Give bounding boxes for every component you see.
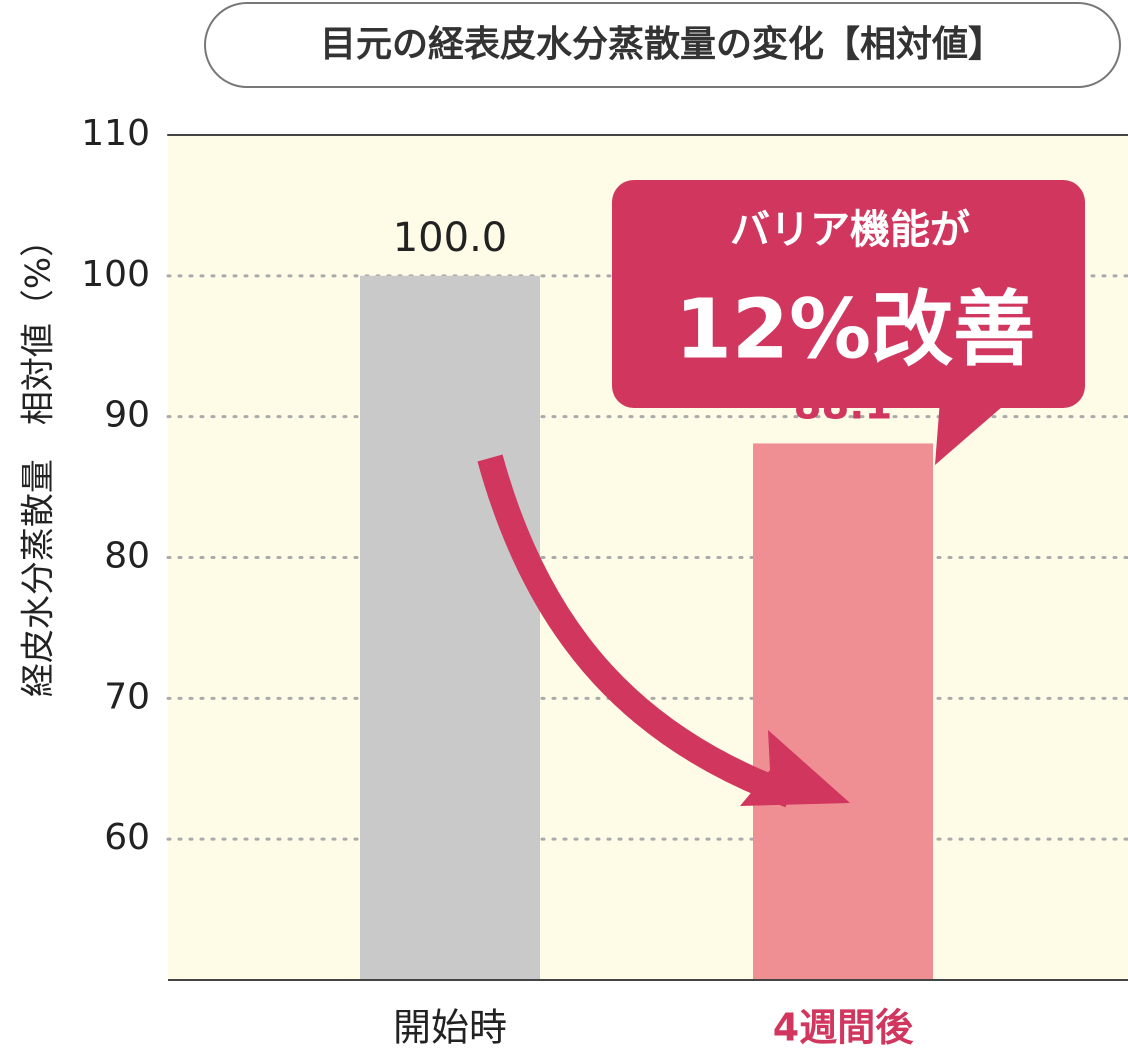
y-axis-label: 経皮水分蒸散量 相対値（%） [19, 223, 59, 697]
y-tick-label: 60 [104, 817, 150, 858]
x-tick-label: 4週間後 [773, 1006, 914, 1050]
y-tick-label: 80 [104, 536, 150, 577]
title-box [204, 2, 1121, 88]
y-tick-label: 70 [104, 676, 150, 717]
value-label: 100.0 [393, 215, 508, 261]
y-tick-label: 100 [81, 254, 150, 295]
x-tick-label: 開始時 [393, 1006, 507, 1050]
y-tick-label: 110 [81, 113, 150, 154]
arrow-head [740, 730, 850, 806]
trend-arrow [477, 454, 795, 808]
bar [753, 443, 933, 980]
y-tick-label: 90 [104, 395, 150, 436]
callout-box [612, 180, 1085, 408]
bar [360, 275, 540, 980]
callout-highlight: 12%改善 [675, 282, 1035, 377]
callout-text: バリア機能が [730, 207, 970, 253]
callout-tail [935, 400, 1010, 465]
chart-title: 目元の経表皮水分蒸散量の変化【相対値】 [320, 23, 1004, 65]
